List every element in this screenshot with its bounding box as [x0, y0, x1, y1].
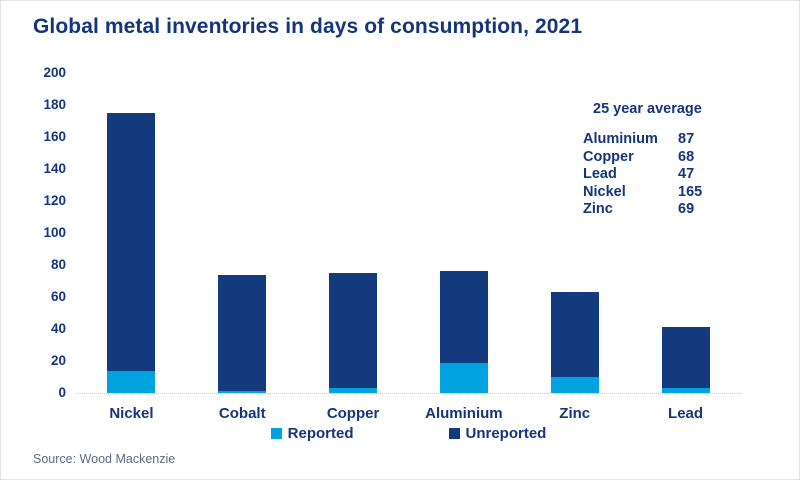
bar-group-cobalt: Cobalt — [187, 73, 298, 422]
reported-segment-cobalt — [218, 391, 267, 393]
unreported-segment-copper — [329, 273, 378, 389]
avg-metal-label: Nickel — [583, 183, 626, 200]
unreported-segment-lead — [661, 327, 710, 389]
avg-table-row: Copper 68 — [583, 149, 733, 167]
y-axis-tick-label: 40 — [50, 321, 66, 336]
legend-label-unreported: Unreported — [465, 425, 547, 442]
chart-title: Global metal inventories in days of cons… — [33, 15, 583, 38]
avg-metal-value: 47 — [678, 166, 695, 182]
bar-plot-area: Nickel Cobalt Copper Aluminium Zinc Lead — [76, 73, 741, 422]
reported-segment-copper — [329, 388, 378, 393]
avg-metal-label: Aluminium — [583, 131, 658, 147]
y-axis-tick-label: 0 — [58, 385, 66, 400]
legend-item-reported: Reported — [270, 425, 354, 442]
unreported-swatch-icon — [448, 428, 460, 439]
unreported-segment-nickel — [107, 113, 156, 371]
y-axis-tick-label: 120 — [43, 193, 66, 208]
y-axis-tick-label: 60 — [50, 289, 66, 304]
y-axis-tick-label: 180 — [43, 97, 66, 112]
avg-metal-label: Lead — [583, 166, 617, 182]
reported-segment-lead — [661, 388, 710, 393]
avg-metal-label: Zinc — [583, 201, 613, 217]
bar-group-aluminium: Aluminium — [408, 73, 519, 422]
bar-group-nickel: Nickel — [76, 73, 187, 422]
unreported-segment-cobalt — [218, 274, 267, 392]
stacked-bar-lead — [661, 327, 710, 393]
y-axis-tick-label: 20 — [50, 353, 66, 368]
y-axis-tick-label: 160 — [43, 129, 66, 144]
stacked-bar-zinc — [550, 292, 599, 393]
reported-segment-aluminium — [439, 362, 488, 393]
reported-segment-zinc — [550, 377, 599, 393]
avg-metal-value: 165 — [678, 183, 703, 200]
stacked-bar-nickel — [107, 113, 156, 393]
x-axis-label-copper: Copper — [326, 405, 380, 422]
unreported-segment-aluminium — [439, 271, 488, 363]
x-axis-label-nickel: Nickel — [109, 405, 154, 422]
stacked-bar-copper — [329, 273, 378, 393]
x-axis-baseline — [76, 393, 741, 394]
x-axis-label-aluminium: Aluminium — [425, 405, 503, 422]
y-axis-tick-label: 140 — [43, 161, 66, 176]
legend: Reported Unreported — [76, 425, 741, 442]
y-axis-tick-label: 80 — [50, 257, 66, 272]
avg-table-row: Zinc 69 — [583, 201, 733, 219]
avg-table-header: 25 year average — [593, 101, 702, 117]
avg-metal-label: Copper — [583, 148, 634, 165]
x-axis-label-lead: Lead — [668, 405, 704, 422]
stacked-bar-aluminium — [439, 271, 488, 393]
avg-metal-value: 69 — [678, 201, 695, 217]
stacked-bar-cobalt — [218, 274, 267, 393]
avg-metal-value: 68 — [678, 148, 695, 165]
avg-table-row: Nickel 165 — [583, 184, 733, 202]
source-note: Source: Wood Mackenzie — [33, 452, 176, 466]
avg-table: 25 year average Aluminium 87 Copper 68 L… — [583, 101, 733, 219]
avg-metal-value: 87 — [678, 131, 695, 147]
y-axis-tick-label: 200 — [43, 65, 66, 80]
x-axis-label-zinc: Zinc — [559, 405, 591, 422]
bar-group-lead: Lead — [630, 73, 741, 422]
reported-segment-nickel — [107, 370, 156, 393]
avg-table-row: Aluminium 87 — [583, 131, 733, 149]
avg-table-row: Lead 47 — [583, 166, 733, 184]
legend-item-unreported: Unreported — [448, 425, 547, 442]
x-axis-label-cobalt: Cobalt — [218, 405, 266, 422]
unreported-segment-zinc — [550, 292, 599, 377]
bar-group-copper: Copper — [298, 73, 409, 422]
y-axis-tick-label: 100 — [43, 225, 66, 240]
bar-group-zinc: Zinc — [519, 73, 630, 422]
y-axis: 0 20 40 60 80 100 120 140 160 180 200 — [21, 65, 66, 400]
reported-swatch-icon — [270, 428, 282, 439]
legend-label-reported: Reported — [287, 425, 354, 442]
